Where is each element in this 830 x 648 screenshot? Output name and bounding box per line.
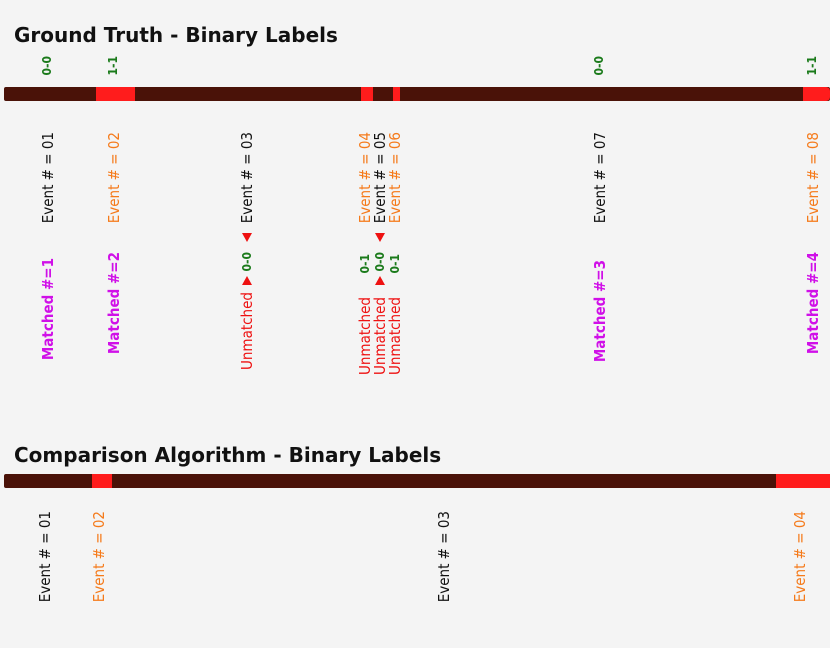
- ground-truth-timeline: [4, 87, 830, 101]
- comparison-timeline: [4, 474, 830, 488]
- gt-event-segment-04: [361, 87, 373, 101]
- cmp-event-01: Event # = 01: [36, 511, 54, 603]
- cmp-event-02: Event # = 02: [90, 511, 108, 603]
- gt-code-4: 1-1: [805, 56, 819, 76]
- cmp-event-segment-02: [92, 474, 112, 488]
- unmatched-5-event-arrow-icon: [375, 233, 385, 242]
- unmatched-5-label-arrow-icon: [375, 276, 385, 285]
- gt-code-2: 1-1: [106, 56, 120, 76]
- unmatched-6-code: 0-1: [388, 254, 402, 274]
- gt-event-02: Event # = 02: [105, 132, 123, 224]
- matched-label-4: Matched #=4: [804, 252, 822, 355]
- unmatched-3-code: 0-0: [240, 252, 254, 272]
- comparison-title: Comparison Algorithm - Binary Labels: [14, 443, 442, 467]
- matched-label-1: Matched #=1: [39, 258, 57, 361]
- gt-event-08: Event # = 08: [804, 132, 822, 224]
- unmatched-3-label: Unmatched: [238, 292, 256, 370]
- matched-label-2: Matched #=2: [105, 252, 123, 355]
- gt-event-07: Event # = 07: [591, 132, 609, 224]
- ground-truth-title: Ground Truth - Binary Labels: [14, 23, 338, 47]
- gt-event-01: Event # = 01: [39, 132, 57, 224]
- cmp-event-03: Event # = 03: [435, 511, 453, 603]
- unmatched-3-label-arrow-icon: [242, 276, 252, 285]
- gt-event-segment-02: [96, 87, 135, 101]
- unmatched-6-label: Unmatched: [386, 297, 404, 375]
- unmatched-3-event-arrow-icon: [242, 233, 252, 242]
- gt-event-03: Event # = 03: [238, 132, 256, 224]
- gt-event-06: Event # = 06: [386, 132, 404, 224]
- matched-label-3: Matched #=3: [591, 260, 609, 363]
- gt-event-segment-06: [393, 87, 400, 101]
- gt-code-3: 0-0: [592, 56, 606, 76]
- cmp-event-04: Event # = 04: [791, 511, 809, 603]
- gt-event-segment-08: [803, 87, 830, 101]
- unmatched-4-code: 0-1: [358, 254, 372, 274]
- unmatched-5-code: 0-0: [373, 252, 387, 272]
- gt-code-1: 0-0: [40, 56, 54, 76]
- cmp-event-segment-04: [776, 474, 830, 488]
